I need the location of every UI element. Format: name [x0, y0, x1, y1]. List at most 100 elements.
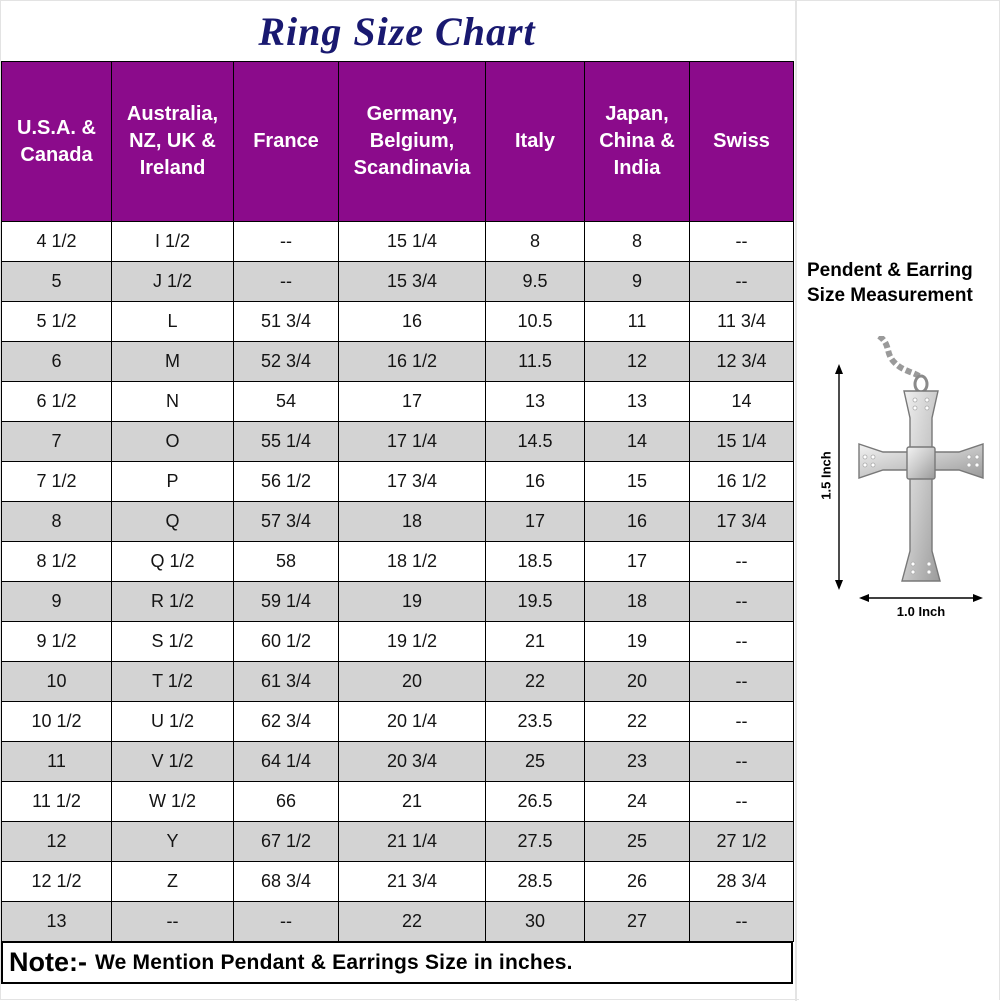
- table-cell: L: [111, 301, 234, 342]
- table-cell: 12: [1, 821, 112, 862]
- table-cell: 7 1/2: [1, 461, 112, 502]
- table-cell: 9.5: [485, 261, 585, 302]
- pendant-illustration: 1.5 Inch 1.0 Inch: [801, 336, 996, 626]
- table-cell: 51 3/4: [233, 301, 339, 342]
- table-cell: --: [689, 741, 794, 782]
- table-cell: 66: [233, 781, 339, 822]
- chain-icon: [877, 336, 929, 394]
- table-cell: 25: [584, 821, 690, 862]
- table-cell: Q: [111, 501, 234, 542]
- table-cell: --: [689, 901, 794, 942]
- table-cell: 12 1/2: [1, 861, 112, 902]
- table-cell: Z: [111, 861, 234, 902]
- table-cell: 17 3/4: [689, 501, 794, 542]
- table-cell: 24: [584, 781, 690, 822]
- table-cell: 5: [1, 261, 112, 302]
- table-row: 9 1/2 S 1/2 60 1/2 19 1/2 21 19 --: [1, 621, 794, 662]
- table-cell: 19: [338, 581, 486, 622]
- table-cell: 7: [1, 421, 112, 462]
- table-cell: 23.5: [485, 701, 585, 742]
- table-cell: 19 1/2: [338, 621, 486, 662]
- column-header: Swiss: [689, 61, 794, 222]
- table-cell: I 1/2: [111, 221, 234, 262]
- table-row: 6 1/2 N 54 17 13 13 14: [1, 381, 794, 422]
- table-cell: 54: [233, 381, 339, 422]
- table-cell: 22: [485, 661, 585, 702]
- table-cell: 20: [584, 661, 690, 702]
- note-bar: Note:- We Mention Pendant & Earrings Siz…: [1, 942, 793, 984]
- table-cell: 9 1/2: [1, 621, 112, 662]
- table-cell: 68 3/4: [233, 861, 339, 902]
- table-cell: 16: [485, 461, 585, 502]
- table-cell: --: [233, 261, 339, 302]
- table-cell: V 1/2: [111, 741, 234, 782]
- ring-size-chart-section: Ring Size Chart U.S.A. & Canada Australia…: [1, 1, 794, 984]
- table-cell: 56 1/2: [233, 461, 339, 502]
- ring-size-table-body: 4 1/2 I 1/2 -- 15 1/4 8 8 -- 5 J 1/2 -- 15 3/4 9.5 9…: [1, 221, 794, 942]
- table-cell: --: [233, 221, 339, 262]
- table-row: 10 1/2 U 1/2 62 3/4 20 1/4 23.5 22 --: [1, 701, 794, 742]
- table-cell: 18: [584, 581, 690, 622]
- table-row: 11 1/2 W 1/2 66 21 26.5 24 --: [1, 781, 794, 822]
- note-text: We Mention Pendant & Earrings Size in in…: [94, 950, 573, 974]
- table-cell: M: [111, 341, 234, 382]
- table-cell: 67 1/2: [233, 821, 339, 862]
- table-cell: Y: [111, 821, 234, 862]
- table-cell: 16: [338, 301, 486, 342]
- table-cell: --: [689, 621, 794, 662]
- table-cell: 8 1/2: [1, 541, 112, 582]
- table-row: 7 O 55 1/4 17 1/4 14.5 14 15 1/4: [1, 421, 794, 462]
- table-cell: 22: [584, 701, 690, 742]
- table-row: 8 1/2 Q 1/2 58 18 1/2 18.5 17 --: [1, 541, 794, 582]
- table-cell: 15 1/4: [689, 421, 794, 462]
- table-cell: 61 3/4: [233, 661, 339, 702]
- table-row: 12 1/2 Z 68 3/4 21 3/4 28.5 26 28 3/4: [1, 861, 794, 902]
- table-cell: 19: [584, 621, 690, 662]
- table-cell: 21 1/4: [338, 821, 486, 862]
- table-cell: 18: [338, 501, 486, 542]
- table-cell: 12 3/4: [689, 341, 794, 382]
- table-cell: 10 1/2: [1, 701, 112, 742]
- table-cell: 11: [1, 741, 112, 782]
- table-row: 11 V 1/2 64 1/4 20 3/4 25 23 --: [1, 741, 794, 782]
- table-cell: --: [689, 661, 794, 702]
- table-row: 5 1/2 L 51 3/4 16 10.5 11 11 3/4: [1, 301, 794, 342]
- note-prefix: Note:-: [9, 947, 87, 977]
- table-cell: 20: [338, 661, 486, 702]
- table-header: U.S.A. & Canada Australia, NZ, UK & Irela…: [1, 61, 794, 222]
- column-header: Japan, China & India: [584, 61, 690, 222]
- table-cell: --: [689, 221, 794, 262]
- column-header: Australia, NZ, UK & Ireland: [111, 61, 234, 222]
- table-cell: 14: [689, 381, 794, 422]
- cross-pendant-icon: [858, 390, 984, 582]
- table-cell: 8: [1, 501, 112, 542]
- table-cell: 20 1/4: [338, 701, 486, 742]
- table-cell: 6: [1, 341, 112, 382]
- table-cell: 4 1/2: [1, 221, 112, 262]
- table-cell: --: [689, 781, 794, 822]
- table-cell: --: [689, 581, 794, 622]
- table-cell: 28 3/4: [689, 861, 794, 902]
- table-cell: --: [689, 261, 794, 302]
- table-cell: 6 1/2: [1, 381, 112, 422]
- table-cell: 5 1/2: [1, 301, 112, 342]
- table-row: 12 Y 67 1/2 21 1/4 27.5 25 27 1/2: [1, 821, 794, 862]
- table-cell: 27 1/2: [689, 821, 794, 862]
- table-cell: 21: [338, 781, 486, 822]
- table-cell: 13: [485, 381, 585, 422]
- table-cell: 16 1/2: [689, 461, 794, 502]
- table-cell: 15 3/4: [338, 261, 486, 302]
- table-row: 10 T 1/2 61 3/4 20 22 20 --: [1, 661, 794, 702]
- table-cell: 55 1/4: [233, 421, 339, 462]
- table-cell: 25: [485, 741, 585, 782]
- page-title: Ring Size Chart: [258, 8, 536, 54]
- table-cell: 17 3/4: [338, 461, 486, 502]
- table-cell: 21 3/4: [338, 861, 486, 902]
- table-cell: S 1/2: [111, 621, 234, 662]
- vertical-divider: [795, 1, 797, 1001]
- table-cell: 9: [1, 581, 112, 622]
- table-cell: 13: [584, 381, 690, 422]
- table-cell: --: [689, 541, 794, 582]
